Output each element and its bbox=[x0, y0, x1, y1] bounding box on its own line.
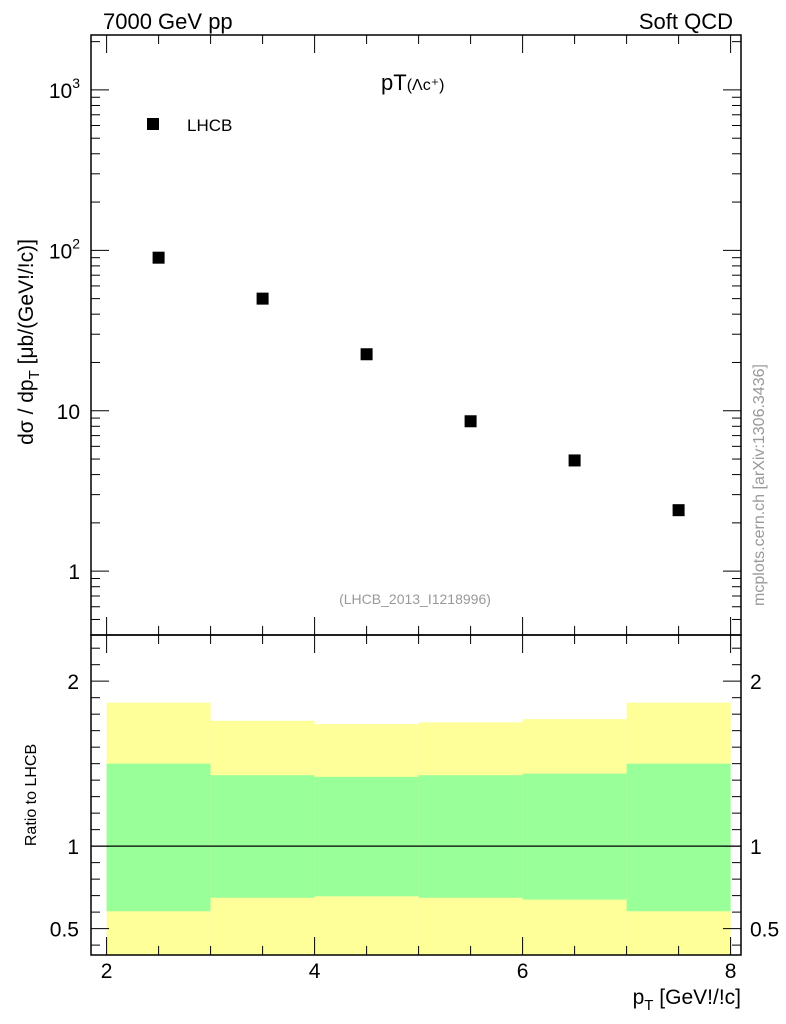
title-main: pT bbox=[381, 70, 407, 95]
bottom-panel: 0.5 0.5 1 1 2 2 2 4 6 8 Ratio to LHCB pT [GeV!/!c… bbox=[23, 634, 779, 1014]
ratio-y-tick-label-right: 1 bbox=[750, 836, 762, 859]
top-y-tick-label: 103 bbox=[49, 75, 80, 103]
ratio-y-tick-label-left: 2 bbox=[67, 671, 79, 694]
inner-uncertainty-band bbox=[106, 763, 211, 912]
bottom-axis-ticks bbox=[91, 635, 741, 955]
x-tick-label: 6 bbox=[517, 960, 529, 983]
inner-uncertainty-band bbox=[522, 773, 627, 900]
x-tick-label: 2 bbox=[101, 960, 113, 983]
header-right-label: Soft QCD bbox=[639, 9, 733, 34]
data-point-marker bbox=[672, 504, 685, 517]
inner-uncertainty-band bbox=[418, 775, 523, 898]
title-sub: (Λc⁺) bbox=[407, 77, 445, 94]
bottom-tick-labels: 0.5 0.5 1 1 2 2 2 4 6 8 bbox=[50, 671, 779, 983]
ratio-bands bbox=[106, 702, 731, 955]
x-tick-label: 8 bbox=[725, 960, 737, 983]
x-tick-label: 4 bbox=[309, 960, 321, 983]
data-point-marker bbox=[256, 292, 269, 305]
ratio-y-tick-label-right: 2 bbox=[750, 671, 762, 694]
data-point-marker bbox=[568, 454, 581, 467]
header-left-label: 7000 GeV pp bbox=[103, 9, 233, 34]
ratio-y-tick-label-left: 0.5 bbox=[50, 919, 79, 942]
top-y-axis-label: dσ / dpT [μb/(GeV!/!c)] bbox=[15, 239, 43, 445]
data-point-marker bbox=[464, 415, 477, 428]
ratio-y-tick-label-left: 1 bbox=[67, 836, 79, 859]
data-point-marker bbox=[152, 251, 165, 264]
top-axis-ticks bbox=[91, 35, 741, 636]
source-label: (LHCB_2013_I1218996) bbox=[339, 591, 491, 607]
top-data-points bbox=[152, 251, 685, 517]
bottom-plot-frame bbox=[90, 634, 742, 956]
top-y-tick-label: 1 bbox=[68, 561, 80, 584]
x-axis-label: pT [GeV!/!c] bbox=[633, 986, 741, 1014]
ratio-y-tick-label-right: 0.5 bbox=[750, 919, 779, 942]
ratio-y-axis-label: Ratio to LHCB bbox=[23, 744, 40, 846]
watermark-label: mcplots.cern.ch [arXiv:1306.3436] bbox=[751, 364, 768, 606]
legend-marker-lhcb bbox=[147, 118, 159, 130]
inner-uncertainty-band bbox=[210, 775, 315, 898]
inner-uncertainty-band bbox=[626, 763, 731, 912]
top-panel-title: pT(Λc⁺) bbox=[381, 70, 444, 95]
top-y-tick-label: 10 bbox=[57, 401, 80, 424]
top-y-tick-labels: 1 10 102 103 bbox=[49, 75, 80, 584]
legend-label-lhcb: LHCB bbox=[187, 116, 232, 135]
data-point-marker bbox=[360, 348, 373, 361]
top-y-tick-label: 102 bbox=[49, 235, 80, 263]
top-panel: 1 10 102 103 pT(Λc⁺) LHCB (LHCB_2013_I12189… bbox=[15, 34, 742, 636]
inner-uncertainty-band bbox=[314, 776, 419, 897]
